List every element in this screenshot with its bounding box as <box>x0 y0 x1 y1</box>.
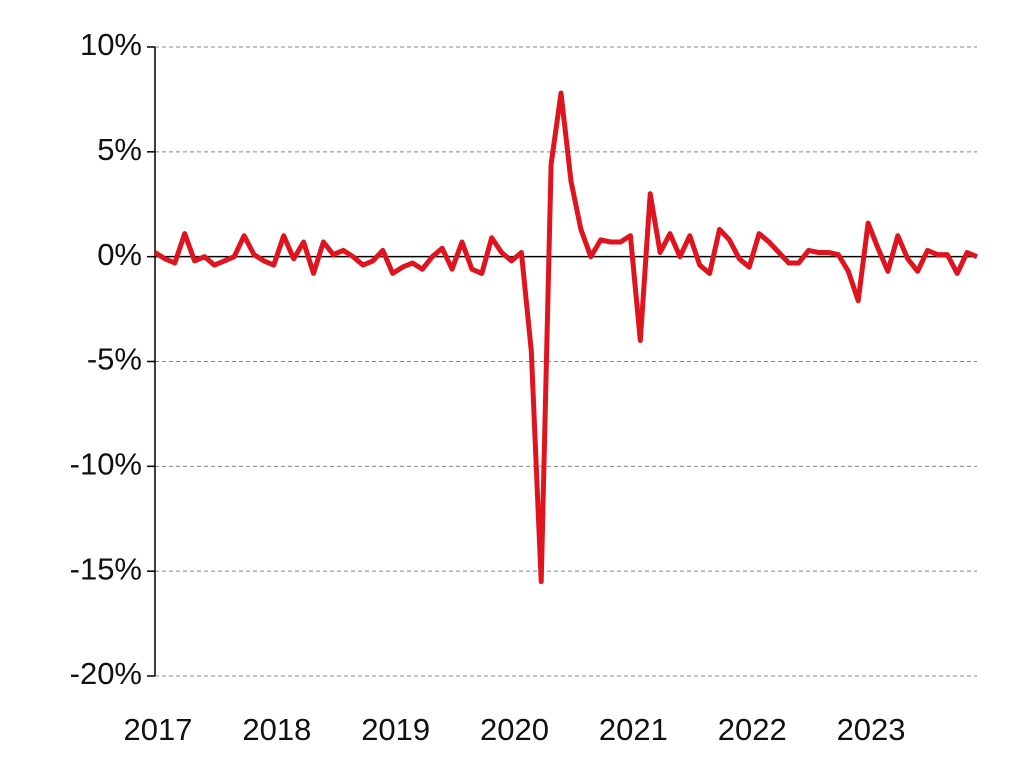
y-tick-label: 10% <box>80 27 142 62</box>
y-tick-label: -5% <box>87 342 142 377</box>
y-tick-label: -10% <box>70 447 142 482</box>
y-tick-label: 0% <box>97 237 142 272</box>
y-tick-label: -20% <box>70 656 142 691</box>
x-tick-label: 2022 <box>718 712 787 747</box>
data-line <box>153 90 978 585</box>
x-tick-label: 2018 <box>242 712 311 747</box>
x-tick-label: 2017 <box>124 712 193 747</box>
x-tick-label: 2023 <box>837 712 906 747</box>
x-tick-label: 2019 <box>361 712 430 747</box>
y-tick-label: -15% <box>70 551 142 586</box>
x-tick-label: 2021 <box>599 712 668 747</box>
x-tick-label: 2020 <box>480 712 549 747</box>
y-tick-label: 5% <box>97 132 142 167</box>
